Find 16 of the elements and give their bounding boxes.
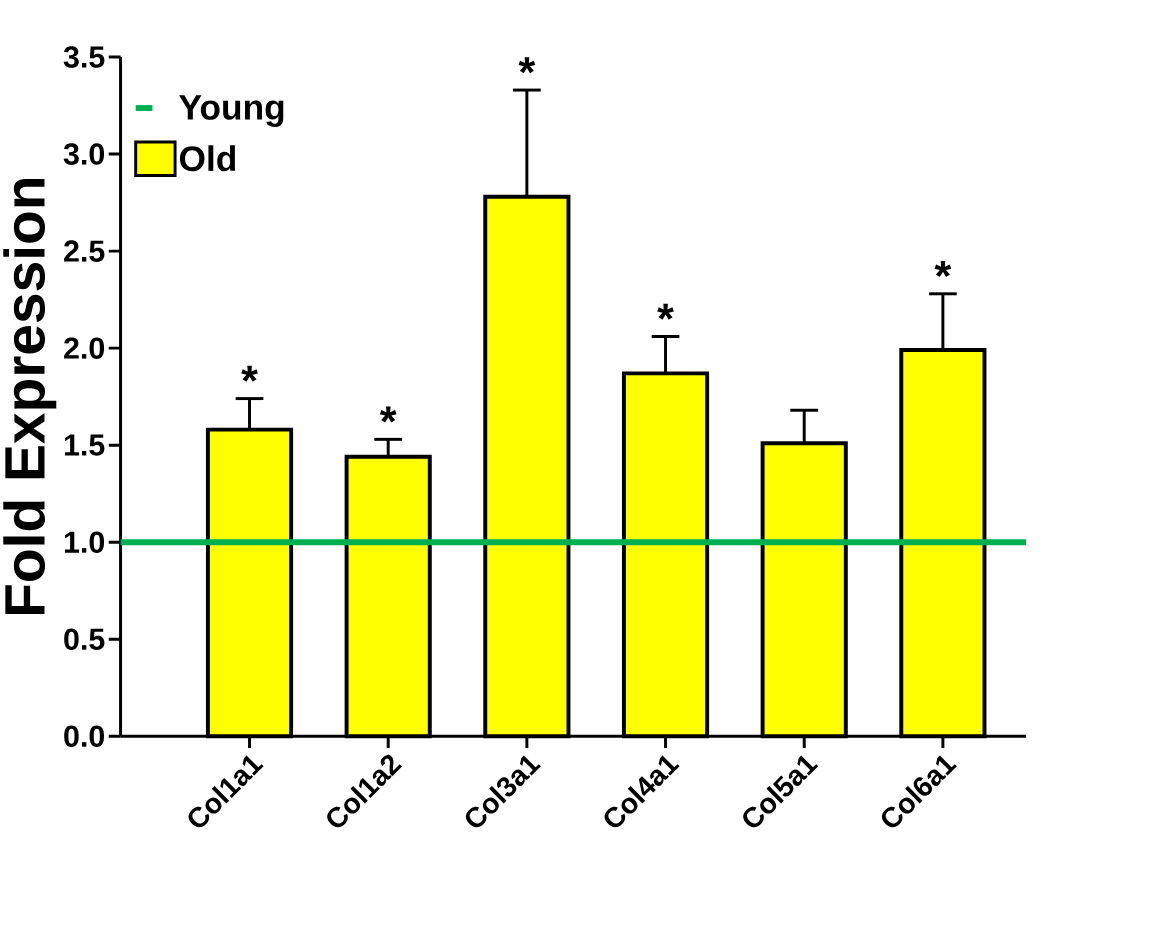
y-tick-label: 3.0 (63, 143, 105, 165)
annotation: * (657, 303, 674, 320)
annotation: * (241, 365, 258, 382)
y-tick-label: 0.5 (64, 628, 105, 651)
y-tick-label: 2.5 (64, 240, 105, 262)
y-tick-label: 1.0 (64, 531, 105, 553)
legend-label: Old (179, 145, 236, 172)
y-tick-label: 2.0 (64, 337, 105, 359)
y-tick-label: 1.5 (64, 434, 105, 456)
y-axis-title: Fold Expression (3, 179, 57, 615)
y-tick-label: 3.5 (63, 46, 105, 68)
annotation: * (934, 261, 952, 278)
annotation: * (379, 406, 397, 423)
legend-label: Young (179, 95, 284, 127)
annotation: * (518, 57, 536, 74)
y-tick-label: 0.0 (64, 725, 105, 748)
